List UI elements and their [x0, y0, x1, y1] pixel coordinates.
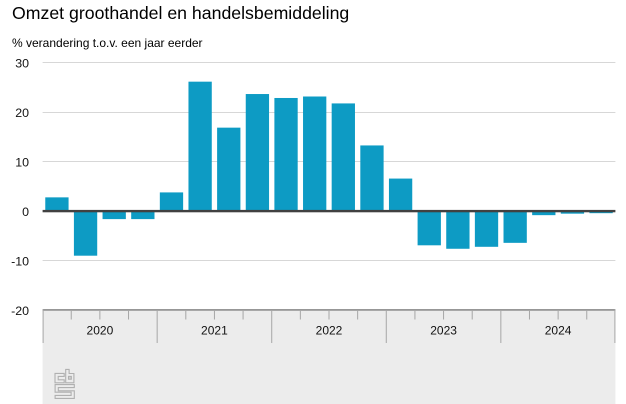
svg-text:2021: 2021 — [201, 324, 228, 338]
svg-text:2023: 2023 — [430, 324, 457, 338]
svg-text:10: 10 — [15, 156, 29, 170]
svg-text:2022: 2022 — [316, 324, 343, 338]
svg-text:-20: -20 — [11, 304, 29, 318]
svg-text:2020: 2020 — [87, 324, 114, 338]
svg-text:2024: 2024 — [545, 324, 572, 338]
svg-text:20: 20 — [15, 106, 29, 120]
svg-text:30: 30 — [15, 57, 29, 71]
svg-text:0: 0 — [22, 205, 29, 219]
svg-text:-10: -10 — [11, 254, 29, 268]
